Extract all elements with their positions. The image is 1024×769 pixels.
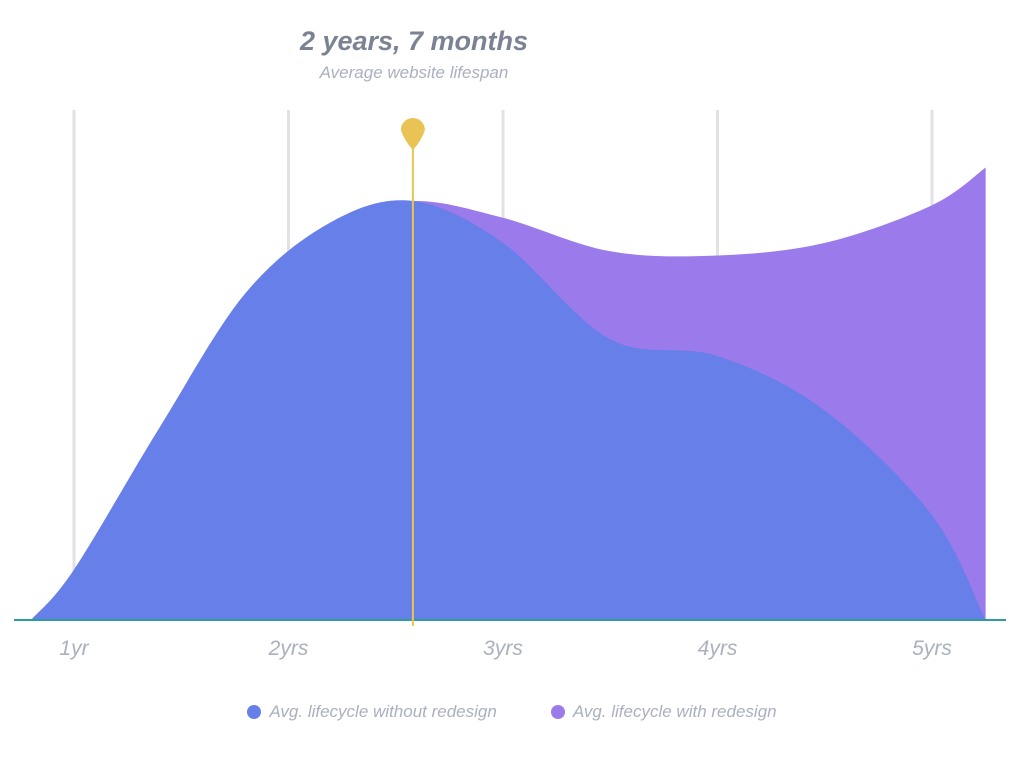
x-tick-label-5yrs: 5yrs [912,637,952,660]
chart-marker [400,118,425,626]
legend-item-with-redesign: Avg. lifecycle with redesign [550,702,777,722]
legend-swatch-without-redesign [247,705,262,719]
area-series-without-redesign [31,200,986,620]
legend-item-without-redesign: Avg. lifecycle without redesign [247,702,497,722]
legend-label-with-redesign: Avg. lifecycle with redesign [572,702,777,721]
legend-swatch-with-redesign [550,705,565,719]
x-tick-label-3yrs: 3yrs [483,637,523,660]
marker-pin-icon [400,118,425,150]
chart-x-axis: 1yr 2yrs 3yrs 4yrs 5yrs [14,619,1006,660]
chart-title: 2 years, 7 months [299,26,529,56]
chart-legend: Avg. lifecycle without redesign Avg. lif… [0,702,1024,722]
legend-label-without-redesign: Avg. lifecycle without redesign [269,702,497,721]
chart-subtitle: Average website lifespan [319,63,509,82]
x-tick-label-2yrs: 2yrs [268,637,309,660]
chart-areas [31,167,986,621]
x-tick-label-4yrs: 4yrs [698,637,738,660]
x-tick-label-1yr: 1yr [59,637,89,660]
